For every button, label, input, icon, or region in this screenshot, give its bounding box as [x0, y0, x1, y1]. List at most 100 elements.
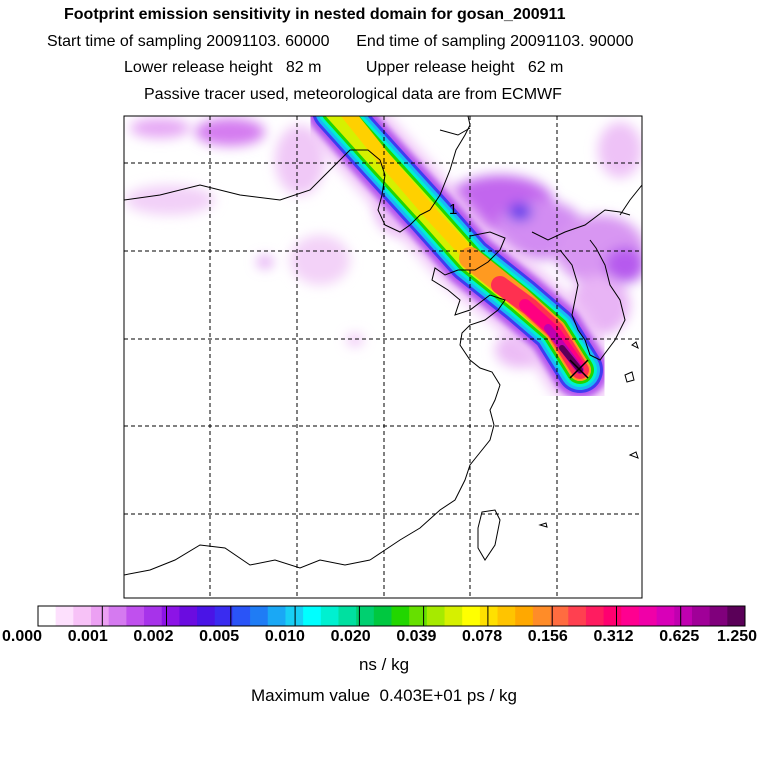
colorbar-swatch	[585, 606, 605, 626]
colorbar-swatch	[108, 606, 127, 626]
sensitivity-field: 1	[124, 116, 642, 598]
colorbar	[37, 606, 746, 626]
colorbar-swatch	[532, 606, 552, 626]
patch	[347, 334, 363, 346]
colorbar-swatch	[179, 606, 198, 626]
colorbar-swatch	[603, 606, 622, 626]
colorbar-tick-label: 0.000	[1, 628, 43, 645]
island	[628, 451, 639, 459]
coastline-china	[369, 231, 506, 561]
colorbar-tick-label: 0.002	[133, 628, 174, 645]
colorbar-frame	[37, 605, 746, 627]
border-line	[124, 544, 371, 576]
patch	[598, 122, 642, 178]
colorbar-tick-label: 0.001	[67, 628, 108, 645]
island	[538, 522, 548, 528]
colorbar-swatch	[550, 606, 569, 626]
patch	[605, 247, 642, 283]
colorbar-swatch	[73, 606, 92, 626]
colorbar-tick-label: 1.250	[716, 628, 758, 645]
coastlines	[124, 116, 642, 576]
upper-release-label: Upper release height	[365, 59, 515, 76]
colorbar-swatch	[462, 606, 481, 626]
border-line	[124, 149, 431, 233]
colorbar-units: ns / kg	[358, 655, 410, 674]
start-time-value: 20091103. 60000	[206, 33, 330, 50]
colorbar-swatch	[515, 606, 534, 626]
colorbar-swatch	[338, 606, 357, 626]
release-heights: Lower release height 82 m Upper release …	[124, 59, 563, 77]
coastline-korea	[559, 239, 626, 361]
colorbar-tick-label: 0.312	[593, 628, 634, 645]
border-line	[531, 209, 631, 241]
colorbar-swatch	[656, 606, 675, 626]
upper-release-value: 62 m	[527, 59, 564, 76]
island	[624, 371, 635, 383]
colorbar-swatch	[214, 606, 233, 626]
colorbar-swatch	[320, 606, 339, 626]
colorbar-tick-label: 0.010	[264, 628, 305, 645]
lower-release-value: 82 m	[285, 59, 322, 76]
tracer-note: Passive tracer used, meteorological data…	[144, 86, 562, 103]
colorbar-swatch	[267, 606, 286, 626]
maximum-value: Maximum value 0.403E+01 ps / kg	[251, 686, 517, 706]
colorbar-swatch	[674, 606, 693, 626]
patch	[130, 118, 190, 138]
end-time-value: 20091103. 90000	[510, 33, 634, 50]
colorbar-swatch	[426, 606, 446, 626]
colorbar-swatch	[568, 606, 587, 626]
lat-lon-grid	[124, 116, 642, 598]
colorbar-swatch	[303, 606, 322, 626]
border-line	[619, 184, 642, 216]
colorbar-tick-label: 0.039	[396, 628, 437, 645]
colorbar-swatch	[409, 606, 428, 626]
colorbar-swatch	[144, 606, 163, 626]
colorbar-swatch	[285, 606, 304, 626]
patch	[290, 235, 350, 285]
colorbar-swatch	[161, 606, 180, 626]
border-line	[439, 127, 471, 136]
colorbar-swatch	[479, 606, 499, 626]
colorbar-swatch	[356, 606, 375, 626]
lower-release-label: Lower release height	[124, 59, 273, 76]
maximum-value-number: 0.403E+01 ps / kg	[379, 686, 518, 705]
colorbar-swatch	[126, 606, 145, 626]
colorbar-swatch	[727, 606, 746, 626]
start-time-label: Start time of sampling	[47, 33, 202, 50]
colorbar-swatch	[391, 606, 410, 626]
colorbar-swatch	[444, 606, 463, 626]
colorbar-tick-label: 0.625	[659, 628, 700, 645]
colorbar-swatch	[621, 606, 640, 626]
patch	[195, 118, 265, 146]
colorbar-swatch	[232, 606, 251, 626]
colorbar-swatch	[638, 606, 658, 626]
end-time-label: End time of sampling	[356, 33, 506, 50]
patch	[508, 203, 532, 221]
island	[631, 341, 639, 349]
colorbar-swatch	[373, 606, 392, 626]
colorbar-swatch	[497, 606, 516, 626]
colorbar-swatch	[709, 606, 728, 626]
colorbar-tick-label: 0.005	[199, 628, 240, 645]
map-frame	[123, 115, 643, 599]
colorbar-swatch	[38, 606, 57, 626]
colorbar-swatch	[250, 606, 269, 626]
colorbar-swatch	[55, 606, 74, 626]
colorbar-swatch	[197, 606, 216, 626]
maximum-value-label: Maximum value	[250, 686, 371, 705]
receptor-marker	[569, 359, 589, 379]
colorbar-swatch	[91, 606, 110, 626]
receptor-cross	[569, 359, 589, 379]
contour-label: 1	[449, 201, 457, 218]
patch	[275, 125, 325, 195]
coastline-taiwan	[477, 509, 501, 561]
plot-title: Footprint emission sensitivity in nested…	[64, 6, 566, 23]
patch	[125, 185, 215, 215]
colorbar-tick-label: 0.020	[330, 628, 371, 645]
colorbar-swatch	[691, 606, 711, 626]
patch	[257, 256, 273, 268]
sampling-times: Start time of sampling 20091103. 60000 E…	[47, 33, 634, 51]
colorbar-tick-label: 0.078	[462, 628, 503, 645]
colorbar-tick-label: 0.156	[527, 628, 568, 645]
